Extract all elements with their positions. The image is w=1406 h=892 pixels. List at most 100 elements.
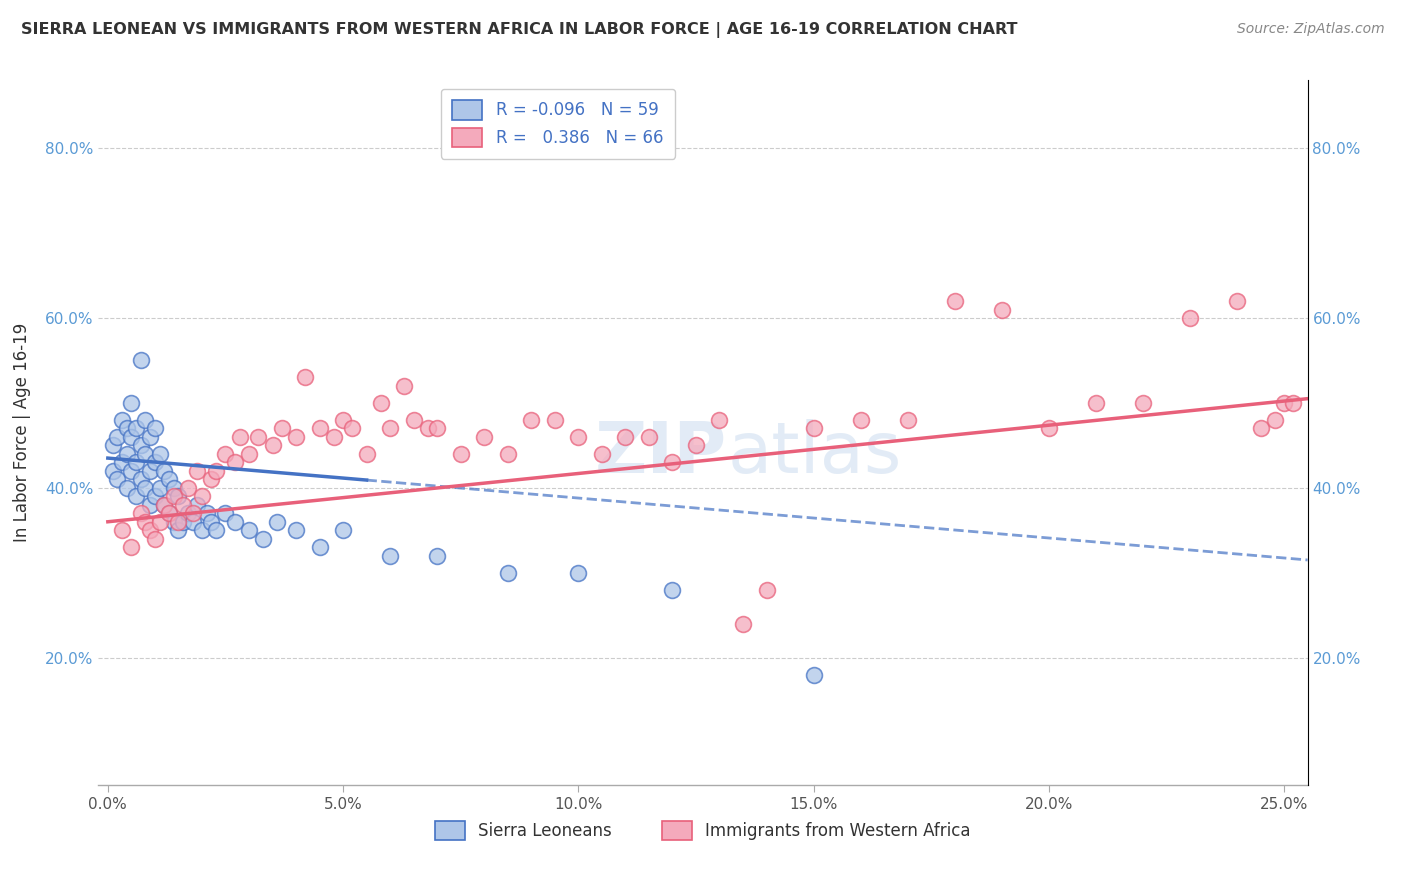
Point — [111, 413, 134, 427]
Point — [990, 302, 1012, 317]
Point — [143, 489, 166, 503]
Point — [105, 430, 128, 444]
Point — [943, 293, 966, 308]
Point — [342, 421, 364, 435]
Point — [195, 506, 218, 520]
Point — [450, 447, 472, 461]
Point — [416, 421, 439, 435]
Point — [803, 421, 825, 435]
Point — [285, 523, 308, 537]
Point — [200, 472, 222, 486]
Y-axis label: In Labor Force | Age 16-19: In Labor Force | Age 16-19 — [13, 323, 31, 542]
Point — [731, 616, 754, 631]
Point — [1250, 421, 1272, 435]
Point — [285, 430, 308, 444]
Point — [262, 438, 284, 452]
Point — [228, 430, 250, 444]
Point — [139, 523, 162, 537]
Point — [143, 532, 166, 546]
Point — [849, 413, 872, 427]
Point — [115, 447, 138, 461]
Point — [134, 413, 156, 427]
Point — [134, 447, 156, 461]
Point — [591, 447, 613, 461]
Point — [1132, 396, 1154, 410]
Point — [153, 498, 176, 512]
Text: SIERRA LEONEAN VS IMMIGRANTS FROM WESTERN AFRICA IN LABOR FORCE | AGE 16-19 CORR: SIERRA LEONEAN VS IMMIGRANTS FROM WESTER… — [21, 22, 1018, 38]
Point — [129, 472, 152, 486]
Point — [143, 455, 166, 469]
Point — [308, 421, 330, 435]
Point — [186, 464, 208, 478]
Point — [308, 540, 330, 554]
Point — [496, 566, 519, 580]
Point — [544, 413, 567, 427]
Point — [1038, 421, 1060, 435]
Point — [167, 515, 190, 529]
Point — [125, 455, 148, 469]
Point — [496, 447, 519, 461]
Point — [101, 464, 124, 478]
Point — [402, 413, 425, 427]
Point — [294, 370, 316, 384]
Point — [157, 472, 180, 486]
Point — [224, 455, 246, 469]
Point — [803, 667, 825, 681]
Point — [172, 515, 194, 529]
Point — [755, 582, 778, 597]
Point — [163, 489, 186, 503]
Point — [224, 515, 246, 529]
Point — [247, 430, 270, 444]
Point — [370, 396, 392, 410]
Point — [139, 464, 162, 478]
Point — [101, 438, 124, 452]
Point — [205, 464, 228, 478]
Point — [120, 430, 142, 444]
Legend: Sierra Leoneans, Immigrants from Western Africa: Sierra Leoneans, Immigrants from Western… — [429, 814, 977, 847]
Point — [205, 523, 228, 537]
Point — [567, 566, 589, 580]
Point — [214, 506, 236, 520]
Point — [157, 506, 180, 520]
Point — [120, 540, 142, 554]
Point — [322, 430, 344, 444]
Point — [200, 515, 222, 529]
Point — [332, 413, 354, 427]
Point — [1084, 396, 1107, 410]
Point — [120, 464, 142, 478]
Point — [472, 430, 495, 444]
Point — [153, 464, 176, 478]
Point — [149, 515, 172, 529]
Point — [426, 421, 449, 435]
Point — [115, 481, 138, 495]
Point — [685, 438, 707, 452]
Text: Source: ZipAtlas.com: Source: ZipAtlas.com — [1237, 22, 1385, 37]
Point — [378, 549, 401, 563]
Point — [661, 455, 683, 469]
Point — [134, 481, 156, 495]
Text: atlas: atlas — [727, 419, 901, 488]
Point — [191, 523, 214, 537]
Point — [163, 481, 186, 495]
Point — [111, 523, 134, 537]
Point — [661, 582, 683, 597]
Point — [1264, 413, 1286, 427]
Point — [332, 523, 354, 537]
Point — [129, 506, 152, 520]
Point — [897, 413, 920, 427]
Point — [638, 430, 661, 444]
Point — [181, 506, 204, 520]
Point — [149, 447, 172, 461]
Point — [167, 489, 190, 503]
Point — [271, 421, 294, 435]
Point — [426, 549, 449, 563]
Point — [356, 447, 378, 461]
Text: ZIP: ZIP — [595, 419, 727, 488]
Point — [149, 481, 172, 495]
Point — [177, 481, 200, 495]
Point — [252, 532, 274, 546]
Point — [181, 515, 204, 529]
Point — [177, 506, 200, 520]
Point — [614, 430, 637, 444]
Point — [129, 438, 152, 452]
